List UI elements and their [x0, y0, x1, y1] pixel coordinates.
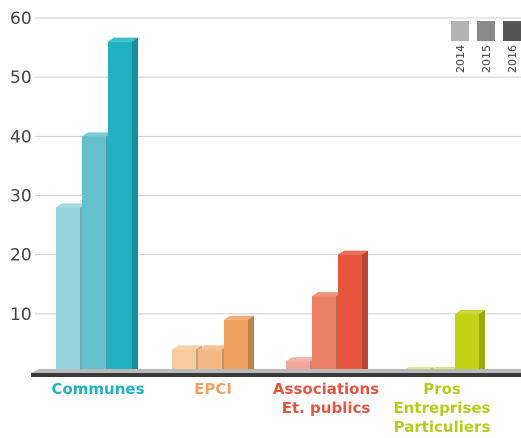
- bar-top: [224, 315, 254, 320]
- bar: [224, 315, 254, 373]
- y-tick-label: 10: [10, 305, 32, 325]
- bar-front: [198, 349, 222, 373]
- legend-label: 2014: [454, 45, 467, 73]
- baseline-axis: [31, 369, 521, 377]
- bar: [312, 292, 342, 373]
- bar-side: [362, 250, 368, 373]
- bar-top: [56, 203, 86, 208]
- bar-top: [455, 309, 485, 314]
- category-label: Et. publics: [282, 399, 371, 417]
- legend-label: 2015: [480, 45, 493, 73]
- bar-front: [108, 41, 132, 374]
- legend: 2014 2015 2016: [451, 21, 521, 73]
- bar-side: [248, 315, 254, 373]
- category-label: Particuliers: [394, 418, 491, 436]
- category-label: Communes: [51, 380, 144, 398]
- bar: [338, 250, 368, 373]
- bar-top: [82, 132, 112, 137]
- bar-side: [479, 309, 485, 373]
- bar-front: [338, 254, 362, 373]
- bar-top: [172, 345, 202, 350]
- bar-top: [338, 250, 368, 255]
- bar-top: [312, 292, 342, 297]
- bar-front: [82, 136, 106, 373]
- bar: [82, 132, 112, 373]
- baseline-top: [31, 369, 521, 373]
- bar-front: [455, 313, 479, 373]
- bar-side: [132, 37, 138, 374]
- bar-top: [108, 37, 138, 42]
- legend-swatch: [503, 21, 521, 41]
- bar-front: [172, 349, 196, 373]
- bar: [56, 203, 86, 373]
- category-label: EPCI: [194, 380, 232, 398]
- category-label: Associations: [273, 380, 379, 398]
- y-tick-label: 50: [10, 68, 32, 88]
- bar-front: [286, 361, 310, 373]
- baseline-bar: [31, 373, 521, 377]
- bar-front: [312, 296, 336, 373]
- category-label: Pros: [423, 380, 461, 398]
- bar-top: [286, 357, 316, 362]
- y-tick-label: 40: [10, 127, 32, 147]
- bar: [455, 309, 485, 373]
- bar-top: [198, 345, 228, 350]
- bar-series: [56, 37, 485, 374]
- bar: [108, 37, 138, 374]
- bar-front: [56, 207, 80, 373]
- legend-swatch: [477, 21, 495, 41]
- y-axis-ticks: 10 20 30 40 50 60: [10, 9, 32, 325]
- legend-swatch: [451, 21, 469, 41]
- y-tick-label: 30: [10, 187, 32, 207]
- bar: [198, 345, 228, 373]
- y-tick-label: 20: [10, 246, 32, 266]
- bar: [172, 345, 202, 373]
- bar-front: [224, 319, 248, 373]
- category-label: Entreprises: [394, 399, 491, 417]
- y-tick-label: 60: [10, 9, 32, 29]
- legend-label: 2016: [506, 45, 519, 73]
